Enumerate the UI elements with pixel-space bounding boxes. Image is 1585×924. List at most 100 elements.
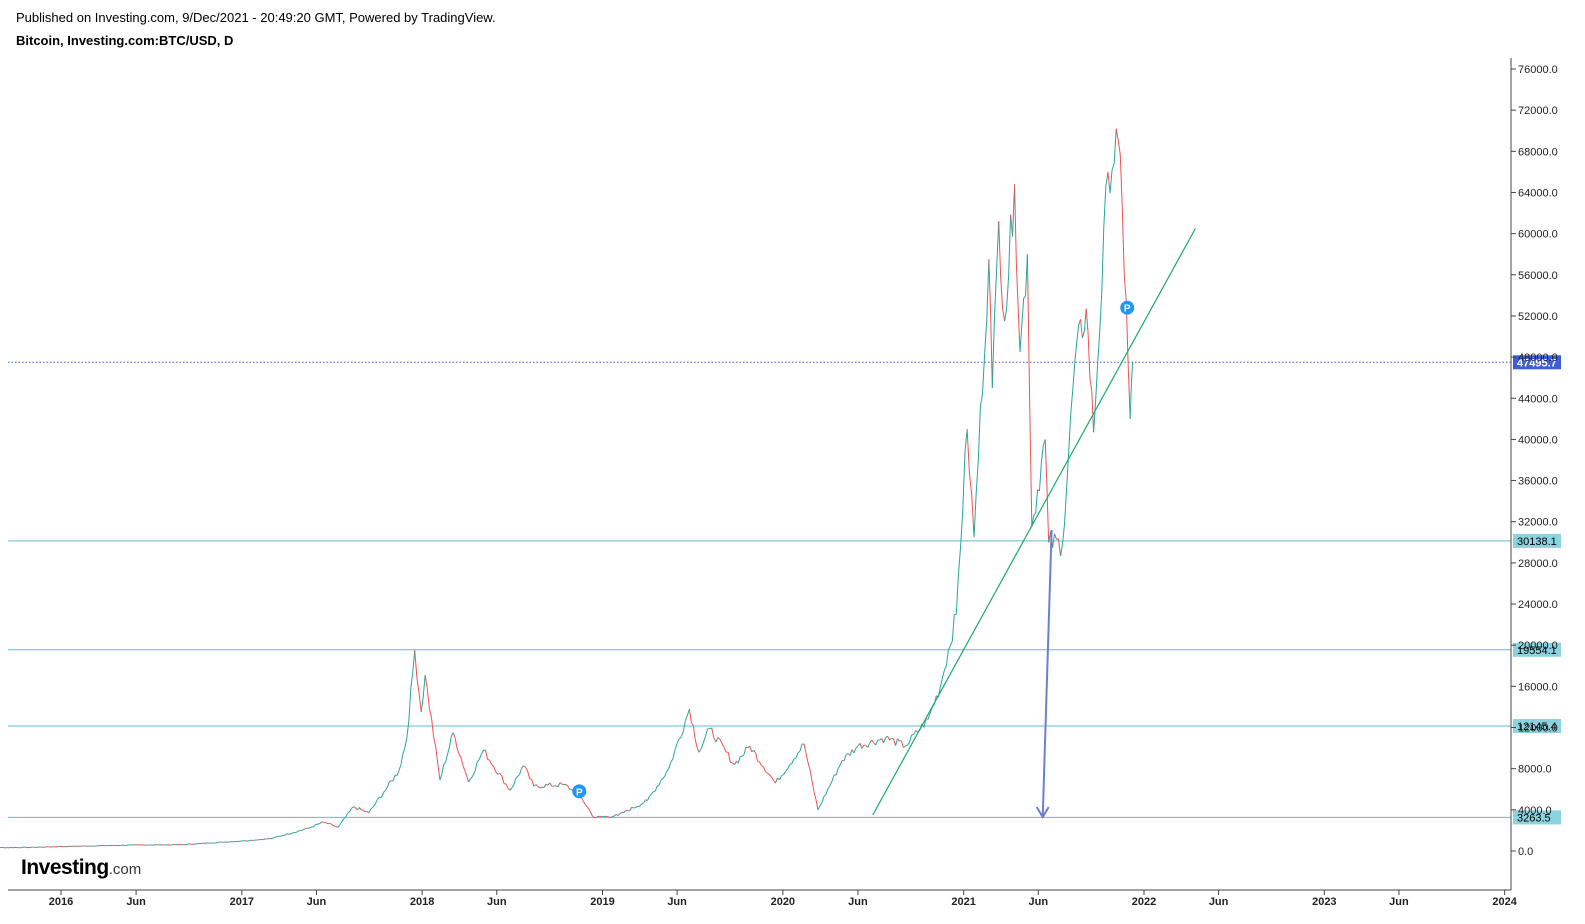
price-segment — [711, 727, 715, 738]
price-segment — [347, 811, 350, 814]
price-segment — [370, 806, 374, 810]
price-segment — [783, 771, 787, 775]
price-segment — [396, 770, 400, 776]
price-segment — [853, 748, 857, 754]
price-segment — [831, 774, 835, 782]
price-segment — [647, 796, 650, 801]
price-segment — [1091, 390, 1095, 433]
horizontal-levels: 30138.1 19554.1 12145.4 3263.5 47495.7 — [8, 355, 1561, 825]
price-segment — [1019, 324, 1023, 352]
price-segment — [1115, 128, 1119, 142]
p-marker-circle — [1120, 300, 1135, 315]
price-segment — [523, 765, 526, 768]
price-segment — [545, 783, 549, 786]
price-segment — [1021, 298, 1025, 325]
price-segment — [501, 775, 505, 784]
price-segment — [1101, 225, 1105, 293]
price-segment — [993, 269, 998, 318]
price-segment — [589, 810, 593, 816]
price-segment — [286, 833, 289, 835]
price-segment — [825, 788, 829, 795]
price-segment — [973, 493, 977, 538]
price-segment — [351, 806, 354, 809]
price-segment — [549, 782, 553, 787]
y-tick-label: 40000.0 — [1518, 434, 1558, 446]
y-tick-label: 36000.0 — [1518, 476, 1558, 488]
price-segment — [925, 718, 929, 720]
price-segment — [290, 832, 293, 835]
price-segment — [909, 734, 913, 743]
price-segment — [583, 801, 587, 806]
price-segment — [509, 787, 513, 791]
price-segment — [44, 846, 48, 848]
price-segment — [696, 746, 700, 753]
price-segment — [448, 735, 452, 747]
price-segment — [939, 677, 943, 687]
price-segment — [819, 802, 823, 807]
target-arrow-head — [1035, 806, 1050, 819]
price-segment — [527, 770, 531, 779]
price-segment — [1130, 362, 1134, 384]
x-tick-label: 2017 — [230, 896, 254, 908]
price-segment — [674, 743, 678, 751]
price-segment — [713, 737, 717, 743]
price-segment — [325, 822, 328, 825]
price-segment — [666, 768, 670, 772]
price-segment — [362, 809, 366, 813]
price-segment — [957, 546, 962, 575]
price-segment — [682, 720, 686, 732]
price-segment — [416, 677, 420, 693]
price-segment — [341, 818, 345, 822]
price-segment — [386, 781, 390, 788]
price-segment — [466, 775, 470, 783]
trendline — [872, 228, 1196, 816]
price-segment — [723, 747, 727, 753]
price-segment — [815, 799, 819, 810]
price-segment — [817, 805, 821, 811]
price-segment — [676, 738, 680, 744]
price-segment — [385, 786, 388, 791]
y-tick-label: 56000.0 — [1518, 270, 1558, 282]
price-segment — [497, 772, 501, 775]
price-segment — [623, 810, 627, 813]
price-segment — [680, 731, 684, 737]
price-segment — [410, 671, 414, 689]
price-segment — [272, 836, 276, 839]
price-segment — [813, 791, 817, 800]
price-segment — [645, 799, 648, 802]
price-segment — [996, 221, 1000, 270]
price-segment — [702, 736, 706, 744]
y-tick-label: 72000.0 — [1518, 105, 1558, 117]
price-segment — [1117, 140, 1121, 155]
price-segment — [331, 823, 335, 827]
price-segment — [185, 843, 188, 846]
y-tick-label: 44000.0 — [1518, 393, 1558, 405]
price-segment — [700, 743, 704, 750]
price-segment — [454, 738, 458, 749]
price-segment — [493, 766, 497, 772]
price-segment — [1033, 512, 1037, 516]
price-segment — [66, 845, 70, 848]
price-segment — [923, 718, 927, 728]
level-price-tag — [1513, 642, 1561, 657]
price-segment — [658, 780, 662, 786]
price-segment — [855, 745, 859, 749]
price-segment — [927, 712, 931, 720]
y-tick-label: 28000.0 — [1518, 558, 1558, 570]
price-segment — [519, 768, 523, 775]
price-segment — [374, 799, 378, 805]
price-segment — [767, 772, 770, 775]
x-tick-label: Jun — [1028, 896, 1048, 908]
price-segment — [964, 429, 968, 453]
price-segment — [1089, 378, 1093, 391]
price-segment — [470, 775, 474, 779]
price-segment — [349, 807, 353, 812]
price-segment — [511, 784, 515, 788]
price-segment — [715, 737, 719, 743]
price-segment — [408, 688, 412, 722]
price-segment — [795, 752, 799, 759]
price-segment — [333, 825, 337, 828]
price-segment — [533, 784, 537, 787]
price-segment — [487, 758, 490, 761]
